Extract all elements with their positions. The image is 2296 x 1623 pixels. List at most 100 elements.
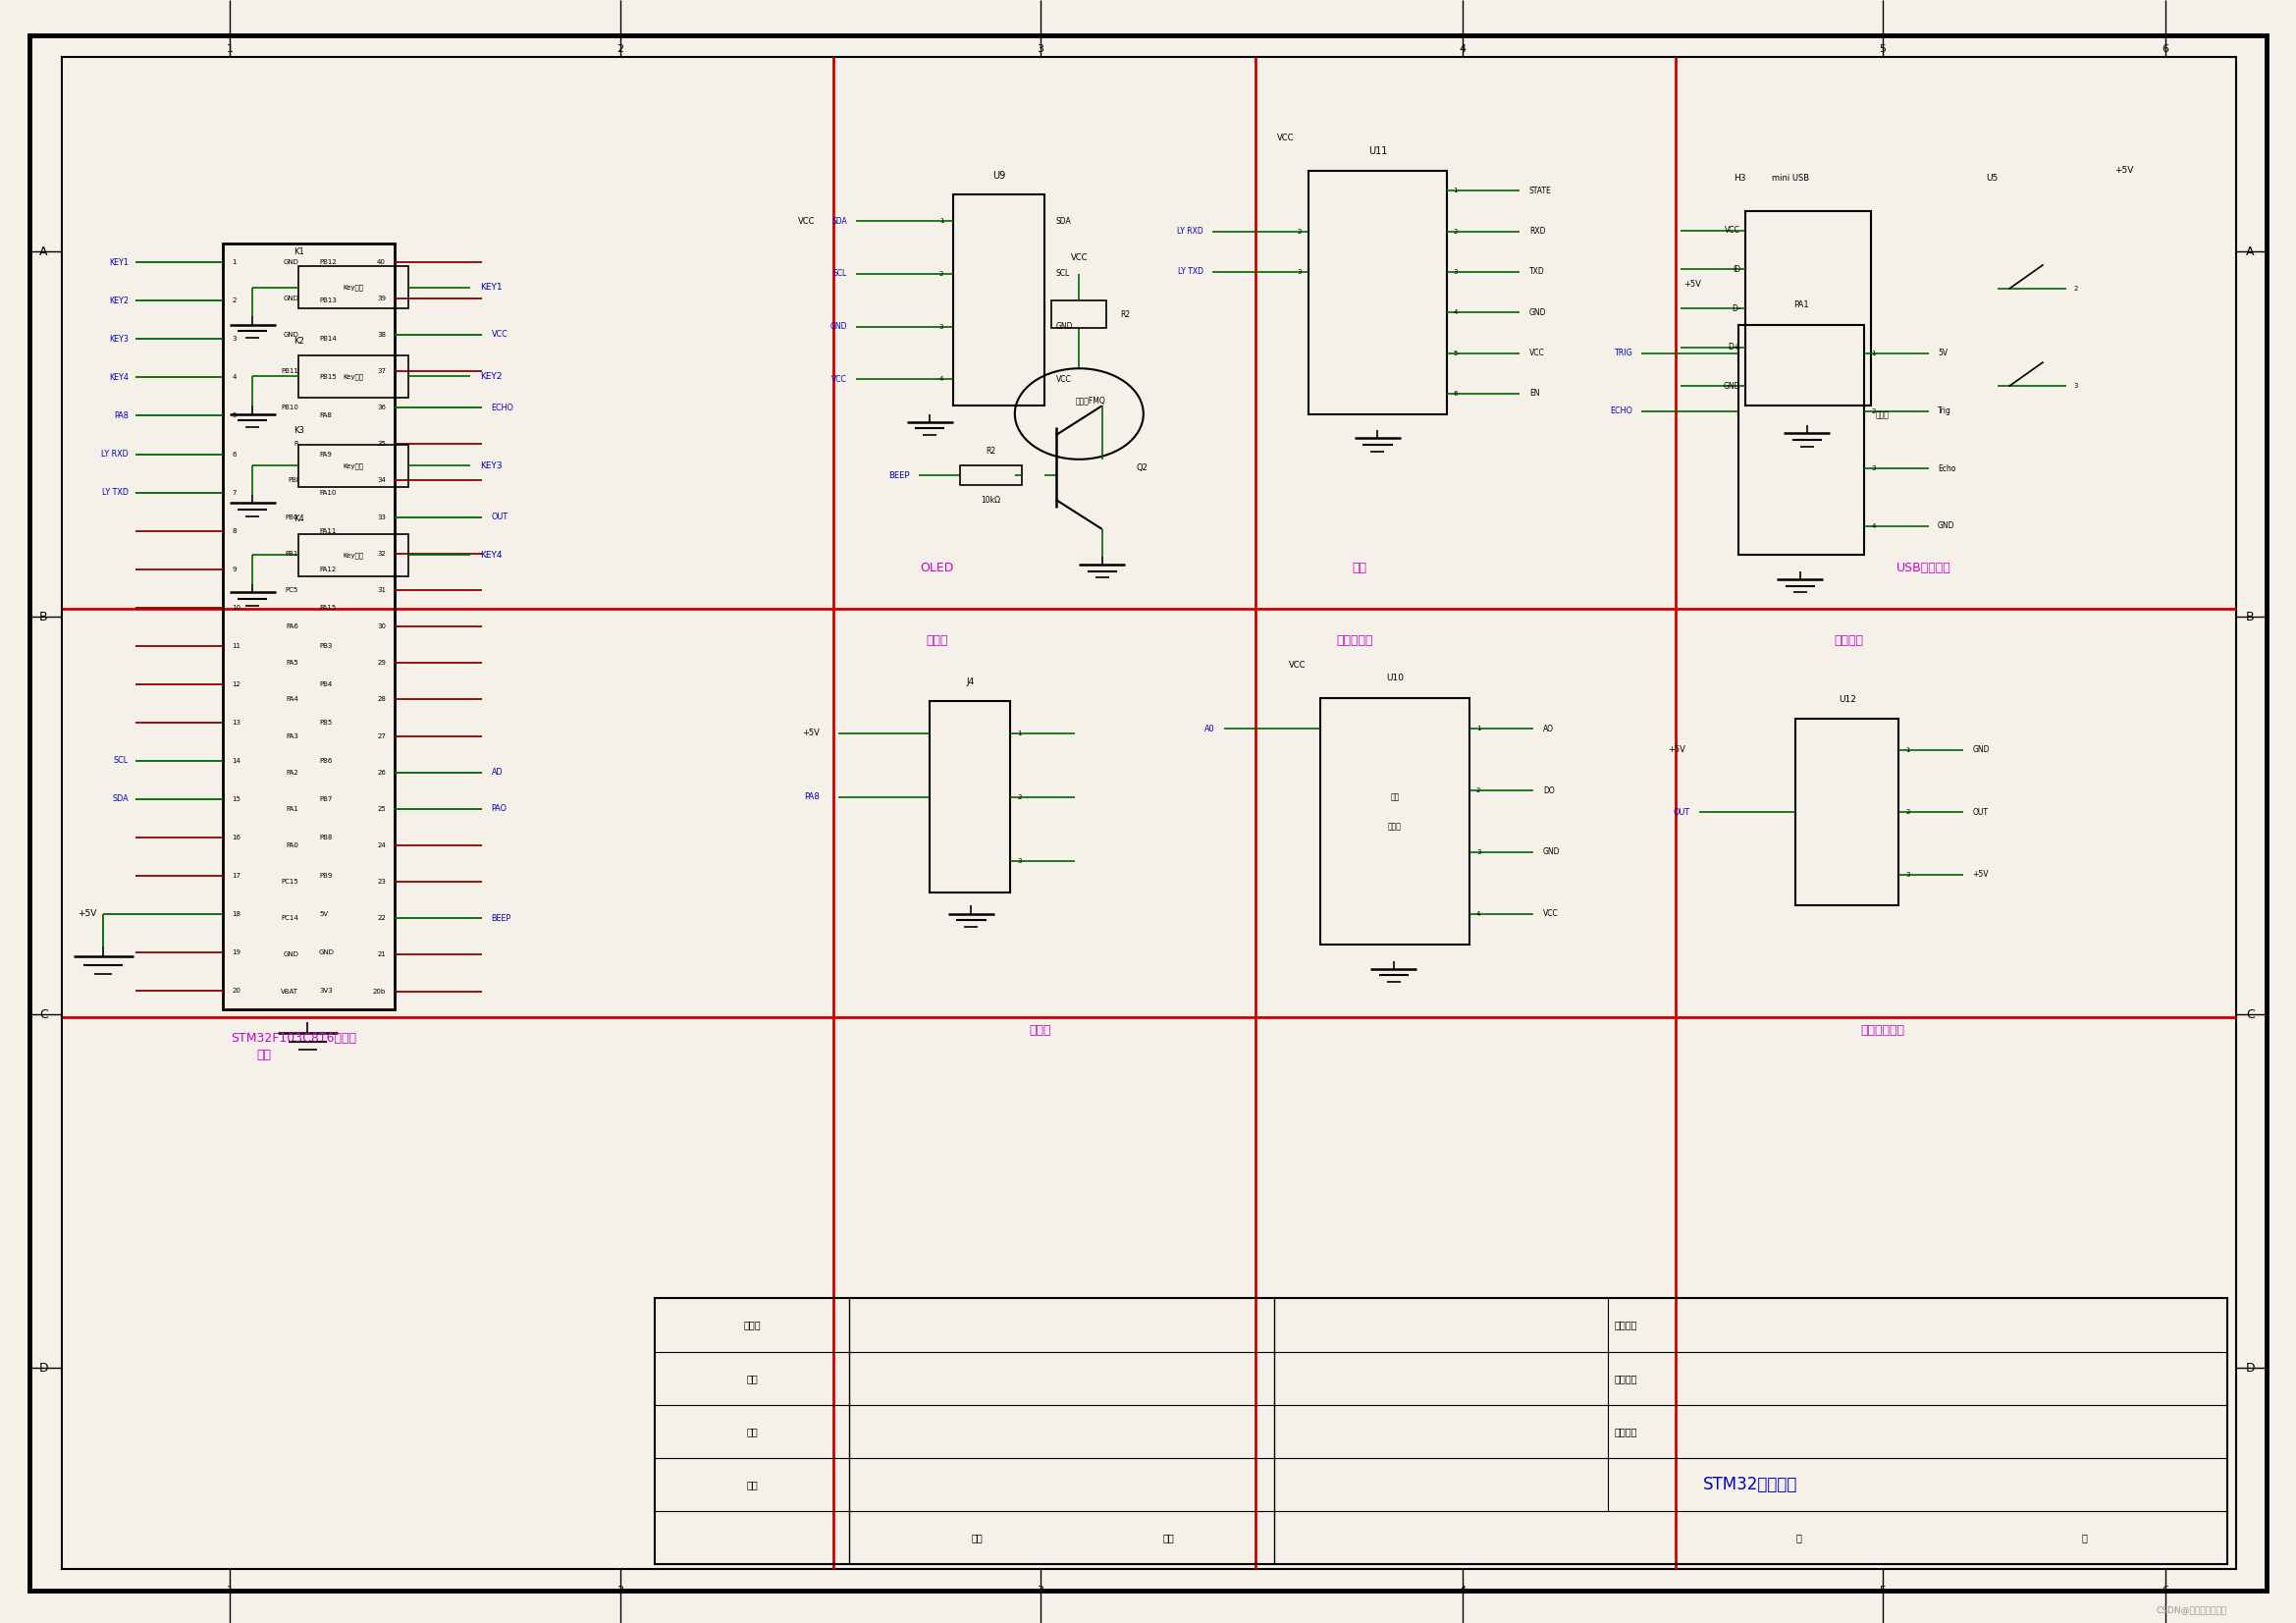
Text: VCC: VCC [1543,909,1559,919]
Text: K2: K2 [294,336,305,346]
Text: 4: 4 [1871,523,1876,529]
Text: Trig: Trig [1938,407,1952,415]
Text: 39: 39 [377,295,386,302]
Text: PBi: PBi [287,477,298,484]
Text: PA10: PA10 [319,490,335,495]
Text: 3V3: 3V3 [319,987,333,993]
Text: VCC: VCC [1529,349,1545,357]
Text: VCC: VCC [491,329,507,339]
Text: 2: 2 [232,299,236,304]
Bar [298,534,409,576]
Text: 2: 2 [1871,407,1876,414]
Text: 超声波传感器: 超声波传感器 [1860,1024,1906,1037]
Text: 5: 5 [1880,44,1885,54]
Text: 原理图: 原理图 [744,1319,760,1329]
Text: Key按键: Key按键 [344,552,363,558]
Text: GND: GND [831,323,847,331]
Text: C: C [2245,1008,2255,1021]
Text: 10kΩ: 10kΩ [980,495,1001,505]
Text: 20: 20 [232,987,241,993]
Text: +5V: +5V [1683,279,1701,289]
Text: 1: 1 [1017,730,1022,735]
Text: PB8: PB8 [319,834,333,841]
Text: 更新日期: 更新日期 [1614,1319,1637,1329]
Text: 4: 4 [939,377,944,383]
Text: BEEP: BEEP [889,471,909,480]
Text: D+: D+ [1729,342,1740,352]
Text: 5: 5 [232,412,236,419]
Text: 照明灯: 照明灯 [925,635,948,648]
Text: GND: GND [282,258,298,265]
Text: 30: 30 [377,623,386,630]
Text: ECHO: ECHO [491,403,514,412]
Text: KEY1: KEY1 [480,282,503,292]
Text: PB13: PB13 [319,299,338,304]
Bar [1795,719,1899,906]
Text: VCC: VCC [1288,661,1306,670]
Text: PA4: PA4 [287,696,298,703]
Text: U9: U9 [992,170,1006,180]
Text: 3: 3 [2073,383,2078,390]
Text: 1: 1 [1906,747,1910,753]
Text: USB电源供电: USB电源供电 [1896,562,1952,575]
Text: +5V: +5V [1972,870,1988,880]
Text: LY RXD: LY RXD [1178,227,1203,235]
Text: R: R [294,441,298,446]
Text: SDA: SDA [831,217,847,226]
Text: PA9: PA9 [319,451,333,458]
Text: PA5: PA5 [287,661,298,665]
Text: GND: GND [1972,745,1988,755]
Text: PA15: PA15 [319,604,335,610]
Text: 4: 4 [1476,911,1481,917]
Text: PB10: PB10 [280,404,298,411]
Bar [1052,300,1107,328]
Text: SCL: SCL [1056,269,1070,278]
Text: AO: AO [1543,724,1554,734]
Text: 19: 19 [232,949,241,954]
Text: 超声波: 超声波 [1876,411,1890,420]
Text: PB4: PB4 [319,682,333,687]
Text: SDA: SDA [1056,217,1072,226]
Text: 5V: 5V [319,911,328,917]
Text: 3: 3 [1871,466,1876,472]
Text: 创建日期: 创建日期 [1614,1373,1637,1383]
Text: 22: 22 [377,915,386,922]
Text: PC14: PC14 [280,915,298,922]
Text: 绘制: 绘制 [746,1427,758,1436]
Text: PA1: PA1 [285,807,298,812]
Text: PB11: PB11 [280,368,298,373]
Text: VCC: VCC [799,217,815,226]
Text: KEY3: KEY3 [480,461,503,471]
Text: 蜂鸣器: 蜂鸣器 [1029,1024,1052,1037]
Text: 25: 25 [377,807,386,812]
Text: 23: 23 [377,880,386,885]
Text: SCL: SCL [833,269,847,278]
Bar [1320,698,1469,945]
Text: PAO: PAO [491,805,507,813]
Text: 1: 1 [227,44,232,54]
Text: PB14: PB14 [319,336,338,342]
Text: 审阅: 审阅 [746,1480,758,1490]
Text: 12: 12 [232,682,241,687]
Text: B: B [39,610,48,623]
Text: 2: 2 [939,271,944,278]
Text: LY TXD: LY TXD [101,489,129,497]
Text: 3: 3 [1017,859,1022,863]
Text: 34: 34 [377,477,386,484]
Text: 尺寸: 尺寸 [1162,1534,1173,1543]
Bar [960,466,1022,485]
Text: AD: AD [491,768,503,777]
Text: KEY2: KEY2 [480,372,503,381]
Text: OLED: OLED [921,562,953,575]
Text: 15: 15 [232,795,241,802]
Text: 6: 6 [1453,391,1458,396]
Text: U5: U5 [1986,174,1998,183]
Text: 16: 16 [232,834,241,841]
Text: KEY3: KEY3 [110,334,129,344]
Text: OUT: OUT [1674,808,1690,816]
Bar [930,701,1010,893]
Text: PA6: PA6 [285,623,298,630]
Text: PB3: PB3 [319,643,333,649]
Text: PB6: PB6 [319,758,333,763]
Text: 物料编码: 物料编码 [1614,1427,1637,1436]
